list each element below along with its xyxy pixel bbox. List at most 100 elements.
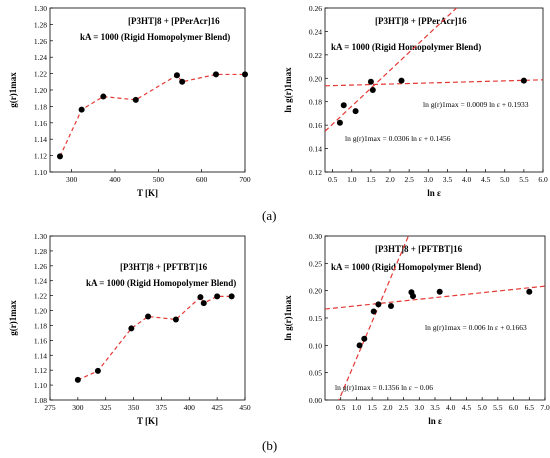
data-point xyxy=(367,78,374,85)
y-tick-label: 1.14 xyxy=(34,351,47,360)
x-tick-label: 350 xyxy=(128,403,140,412)
fit-line xyxy=(325,285,545,310)
x-tick-label: 2.5 xyxy=(404,175,414,184)
y-tick-label: 1.30 xyxy=(34,232,47,241)
data-point xyxy=(520,77,527,84)
y-tick-label: 1.28 xyxy=(34,20,47,29)
y-tick-label: 0.10 xyxy=(309,341,322,350)
plot-frame xyxy=(49,235,246,401)
y-tick-label: 0.00 xyxy=(309,396,322,405)
y-axis-label: ln g(r)1max xyxy=(283,67,293,113)
data-point xyxy=(78,106,85,113)
x-tick-label: 4.5 xyxy=(481,175,491,184)
x-tick-label: 1.5 xyxy=(367,403,377,412)
plot-frame xyxy=(324,235,546,401)
chart-title-line2: kA = 1000 (Rigid Homopolymer Blend) xyxy=(331,42,481,52)
data-point xyxy=(173,72,180,79)
y-tick-label: 0.16 xyxy=(309,121,322,130)
y-tick-label: 0.18 xyxy=(309,98,322,107)
data-point xyxy=(340,102,347,109)
data-point xyxy=(228,293,235,300)
data-point xyxy=(100,93,107,100)
x-tick-label: 300 xyxy=(72,403,84,412)
chart-title-line2: kA = 1000 (Rigid Homopolymer Blend) xyxy=(80,32,230,42)
y-tick-label: 1.16 xyxy=(34,336,47,345)
y-tick-label: 0.26 xyxy=(309,4,322,13)
x-tick-label: 5.5 xyxy=(519,175,529,184)
y-tick-label: 1.24 xyxy=(34,277,47,286)
y-axis-label: g(r)1max xyxy=(8,300,18,336)
y-tick-label: 1.26 xyxy=(34,262,47,271)
x-tick-label: 500 xyxy=(153,175,165,184)
x-tick-label: 3.0 xyxy=(415,403,425,412)
x-axis-label: T [K] xyxy=(137,188,158,198)
fit-equation-label: ln g(r)1max = 0.0306 ln ε + 0.1456 xyxy=(345,134,451,143)
chart-title-line2: kA = 1000 (Rigid Homopolymer Blend) xyxy=(331,262,481,272)
chart-title-line1: [P3HT]8 + [PPerAcr]16 xyxy=(375,16,467,26)
y-tick-label: 1.08 xyxy=(34,396,47,405)
y-tick-label: 1.30 xyxy=(34,4,47,13)
x-tick-label: 3.5 xyxy=(443,175,453,184)
data-point xyxy=(214,293,221,300)
y-tick-label: 0.20 xyxy=(309,287,322,296)
data-point xyxy=(200,300,207,307)
y-tick-label: 1.22 xyxy=(34,70,47,79)
x-tick-label: 5.0 xyxy=(500,175,510,184)
x-tick-label: 5.0 xyxy=(477,403,487,412)
y-tick-label: 0.24 xyxy=(309,27,322,36)
x-tick-label: 400 xyxy=(109,175,121,184)
data-point xyxy=(369,87,376,93)
data-point xyxy=(526,288,533,295)
y-tick-label: 1.12 xyxy=(34,366,47,375)
y-tick-label: 1.12 xyxy=(34,152,47,161)
fit-equation-label: ln g(r)1max = 0.1356 ln ε − 0.06 xyxy=(335,383,433,392)
x-tick-label: 6.5 xyxy=(525,403,535,412)
series-line xyxy=(59,73,245,157)
x-tick-label: 4.0 xyxy=(446,403,456,412)
data-point xyxy=(145,313,152,320)
data-point xyxy=(94,367,101,374)
y-tick-label: 1.14 xyxy=(34,135,47,144)
data-point xyxy=(179,78,186,85)
x-tick-label: 2.5 xyxy=(399,403,409,412)
chart-b-right: 0.00 0.05 0.10 0.15 0.20 0.25 0.30 0.5 1.0 1.5 2.0… xyxy=(283,232,550,426)
y-tick-label: 1.20 xyxy=(34,307,47,316)
x-tick-label: 6.0 xyxy=(509,403,519,412)
data-point xyxy=(74,376,81,383)
fit-line xyxy=(325,79,543,87)
chart-title-line1: [P3HT]8 + [PFTBT]16 xyxy=(375,244,463,254)
data-point xyxy=(172,316,179,323)
x-tick-label: 4.0 xyxy=(462,175,472,184)
chart-a-left: 1.10 1.12 1.14 1.16 1.18 1.20 1.22 1.24 1.26 1.28… xyxy=(8,4,251,198)
y-tick-label: 1.10 xyxy=(34,168,47,177)
caption-a: (a) xyxy=(262,208,277,223)
plot-frame xyxy=(324,7,544,173)
x-tick-label: 0.5 xyxy=(328,175,338,184)
y-tick-label: 0.25 xyxy=(309,259,322,268)
data-point xyxy=(375,301,382,308)
y-tick-label: 1.18 xyxy=(34,102,47,111)
x-tick-label: 325 xyxy=(100,403,112,412)
y-tick-label: 0.05 xyxy=(309,369,322,378)
y-tick-label: 1.18 xyxy=(34,321,47,330)
data-point xyxy=(128,325,135,332)
data-point xyxy=(436,288,443,295)
data-point xyxy=(410,293,416,300)
chart-title-line1: [P3HT]8 + [PPerAcr]16 xyxy=(128,16,220,26)
y-tick-label: 0.15 xyxy=(309,314,322,323)
data-point xyxy=(56,153,63,160)
x-tick-label: 4.5 xyxy=(462,403,472,412)
x-tick-label: 5.5 xyxy=(493,403,503,412)
x-tick-label: 2.0 xyxy=(385,175,395,184)
chart-b-left: 1.08 1.10 1.12 1.14 1.16 1.18 1.20 1.22 1.24 1.26… xyxy=(8,232,251,426)
x-tick-label: 600 xyxy=(196,175,208,184)
x-tick-label: 700 xyxy=(239,175,251,184)
x-tick-label: 0.5 xyxy=(336,403,346,412)
x-tick-label: 7.0 xyxy=(540,403,550,412)
data-point xyxy=(361,335,368,342)
caption-b: (b) xyxy=(262,438,278,453)
data-point xyxy=(388,302,394,309)
data-point xyxy=(197,294,204,301)
y-tick-label: 1.22 xyxy=(34,292,47,301)
x-tick-label: 275 xyxy=(44,403,56,412)
